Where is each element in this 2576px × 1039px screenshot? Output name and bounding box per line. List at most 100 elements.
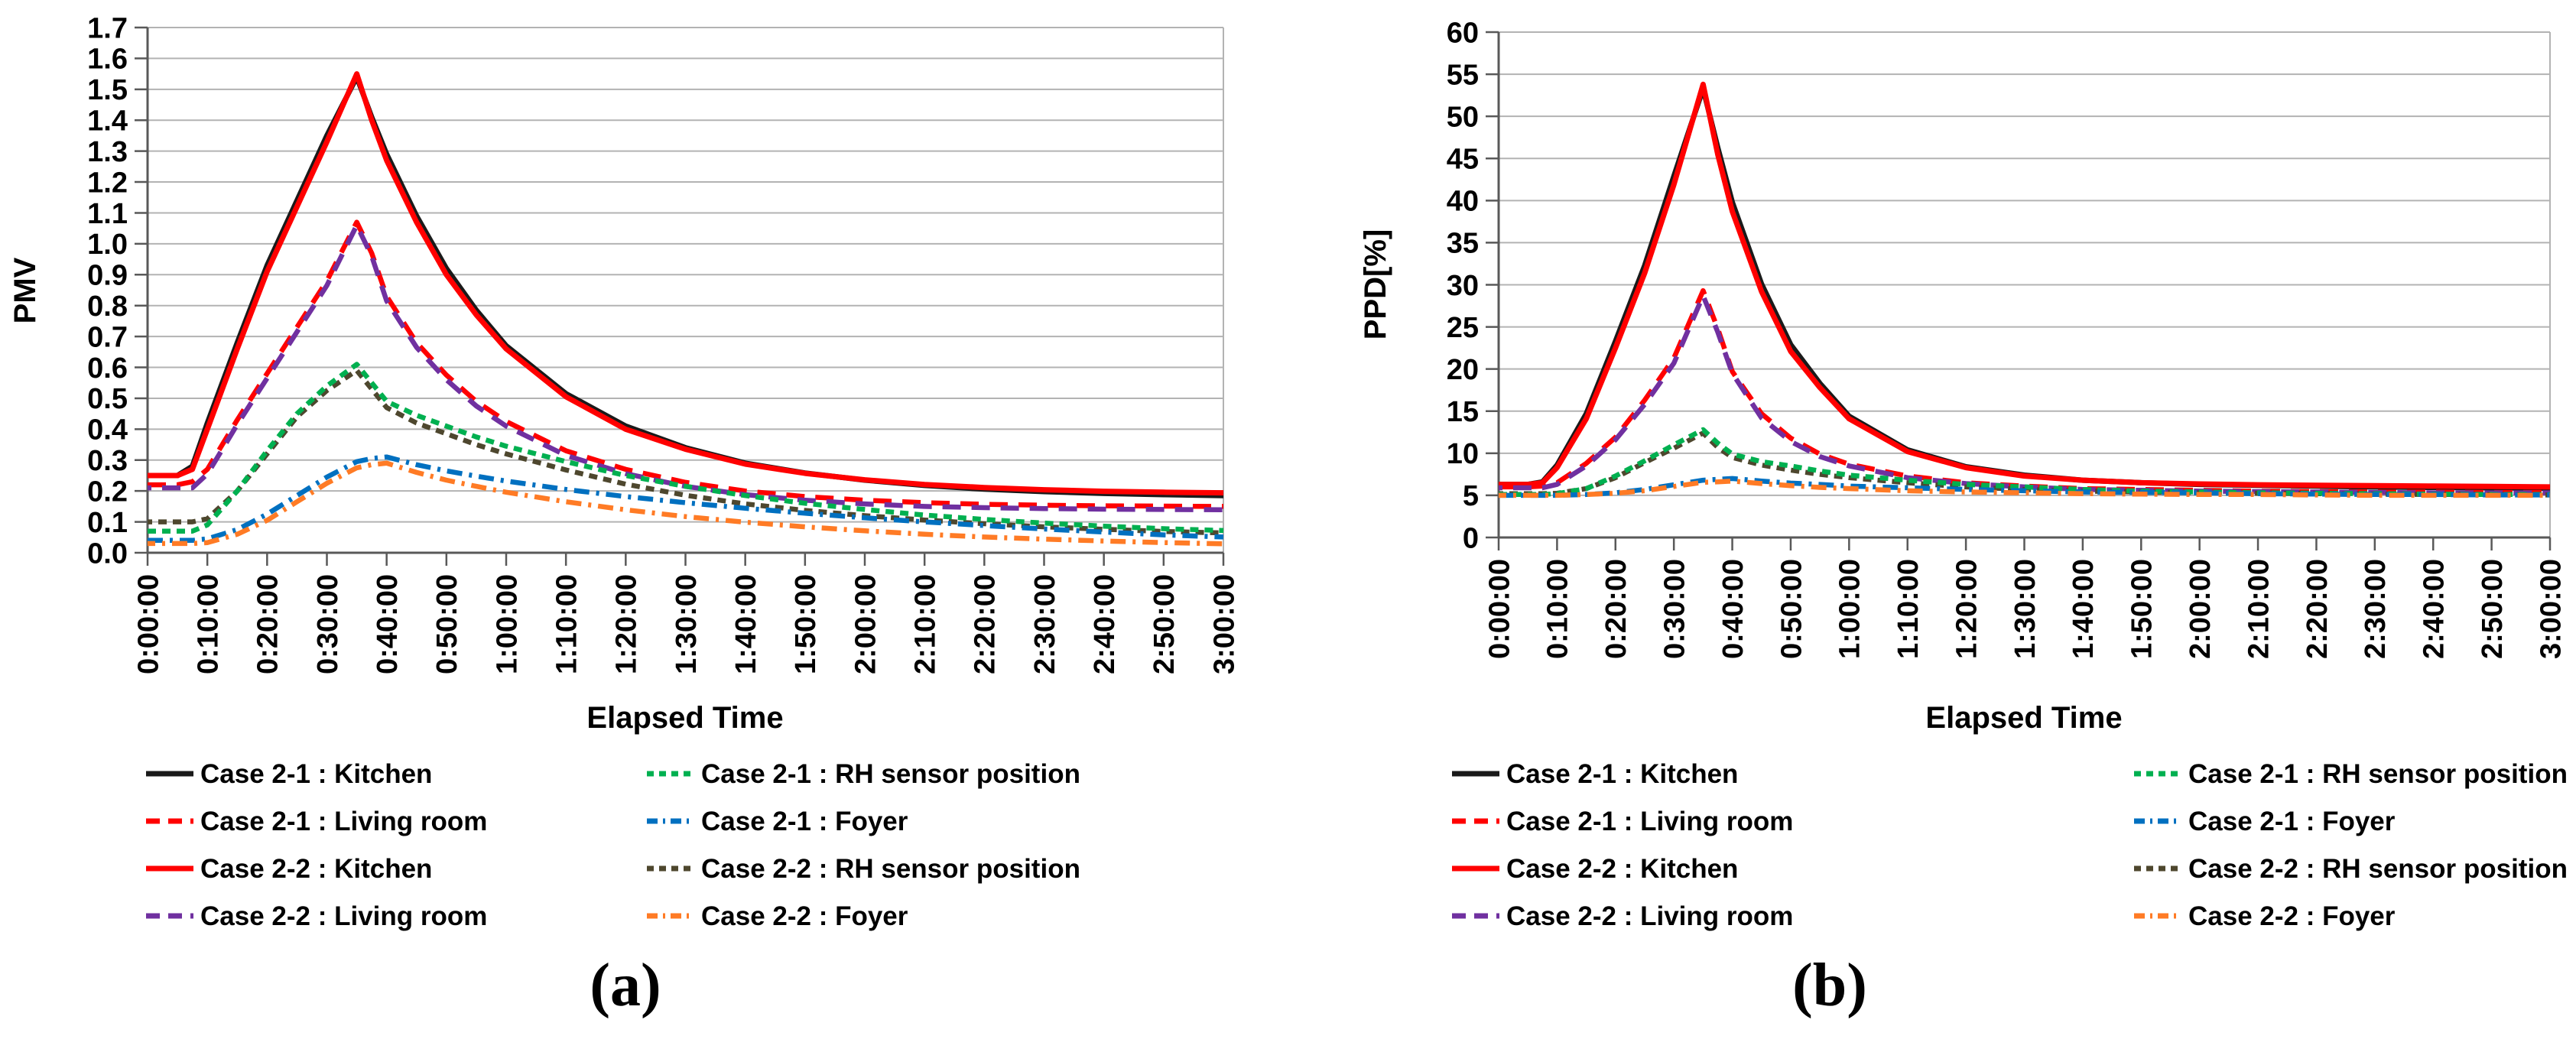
y-tick-label: 1.3 — [87, 136, 128, 168]
y-tick-label: 0.6 — [87, 352, 128, 385]
legend-swatch-case22_living — [1452, 913, 1499, 919]
legend-swatch-case22_rh — [647, 865, 694, 872]
legend-label-case21_foyer: Case 2-1 : Foyer — [701, 806, 908, 836]
legend-label-case22_living: Case 2-2 : Living room — [200, 901, 488, 931]
y-tick-label: 55 — [1447, 59, 1479, 91]
x-axis-title: Elapsed Time — [1925, 701, 2122, 735]
legend-swatch-case21_living — [146, 818, 193, 824]
x-tick-label: 2:10:00 — [909, 574, 941, 674]
legend-item-case21_rh: Case 2-1 : RH sensor position — [2133, 756, 2568, 791]
y-tick-label: 1.5 — [87, 74, 128, 106]
x-tick-label: 0:30:00 — [312, 574, 344, 674]
y-tick-label: 1.7 — [87, 12, 128, 44]
series-line-case21_living — [148, 219, 1224, 509]
series-line-case21_foyer — [148, 454, 1224, 544]
series-line-case22_living — [1499, 293, 2550, 495]
x-tick-label: 0:00:00 — [1483, 559, 1515, 659]
x-tick-label: 2:00:00 — [849, 574, 882, 674]
x-tick-label: 0:20:00 — [252, 574, 284, 674]
x-tick-label: 2:20:00 — [970, 574, 1002, 674]
x-tick-label: 2:50:00 — [2477, 559, 2509, 659]
legend-swatch-case21_rh — [2134, 771, 2181, 777]
x-tick-label: 2:30:00 — [1029, 574, 1061, 674]
legend-item-case22_foyer: Case 2-2 : Foyer — [2133, 898, 2395, 933]
legend-item-case22_rh: Case 2-2 : RH sensor position — [2133, 851, 2568, 886]
legend-label-case22_rh: Case 2-2 : RH sensor position — [701, 853, 1080, 884]
legend-swatch-case22_rh — [2134, 865, 2181, 872]
legend-swatch-case21_kitchen — [146, 771, 193, 777]
legend-label-case21_living: Case 2-1 : Living room — [200, 806, 488, 836]
series-line-case22_rh — [1499, 430, 2551, 498]
legend-swatch-case21_rh — [647, 771, 694, 777]
y-tick-label: 1.0 — [87, 229, 128, 261]
series-line-case22_foyer — [148, 460, 1224, 547]
series-line-case21_kitchen — [148, 74, 1224, 498]
legend-swatch-case21_foyer — [2134, 818, 2181, 824]
x-tick-label: 1:50:00 — [2126, 559, 2159, 659]
legend-item-case22_living: Case 2-2 : Living room — [145, 898, 487, 933]
x-tick-label: 0:00:00 — [132, 574, 164, 674]
y-tick-label: 30 — [1447, 270, 1479, 302]
legend-item-case21_living: Case 2-1 : Living room — [1451, 804, 1793, 839]
y-tick-label: 0.2 — [87, 476, 128, 508]
y-tick-label: 45 — [1447, 144, 1479, 176]
x-tick-label: 1:10:00 — [551, 574, 583, 674]
legend-swatch-case21_living — [1452, 818, 1499, 824]
y-tick-label: 1.2 — [87, 167, 128, 199]
y-tick-label: 0.0 — [87, 537, 128, 570]
x-tick-label: 2:20:00 — [2302, 559, 2334, 659]
x-tick-label: 1:40:00 — [2068, 559, 2100, 659]
series-line-case22_kitchen — [148, 71, 1224, 496]
legend-item-case21_foyer: Case 2-1 : Foyer — [646, 804, 908, 839]
legend-swatch-case21_kitchen — [1452, 771, 1499, 777]
y-tick-label: 40 — [1447, 186, 1479, 218]
series-line-case22_kitchen — [1499, 81, 2551, 490]
x-tick-label: 1:00:00 — [1834, 559, 1866, 659]
x-tick-label: 2:40:00 — [2418, 559, 2451, 659]
x-tick-label: 1:00:00 — [491, 574, 523, 674]
legend-item-case21_foyer: Case 2-1 : Foyer — [2133, 804, 2395, 839]
y-tick-label: 0.3 — [87, 445, 128, 477]
y-tick-label: 0.5 — [87, 383, 128, 415]
legend-item-case22_living: Case 2-2 : Living room — [1451, 898, 1793, 933]
y-tick-label: 0.9 — [87, 260, 128, 292]
y-tick-label: 1.6 — [87, 44, 128, 76]
y-tick-label: 50 — [1447, 101, 1479, 133]
y-tick-label: 1.4 — [87, 106, 128, 138]
x-tick-label: 3:00:00 — [1208, 574, 1240, 674]
x-tick-label: 0:40:00 — [372, 574, 404, 674]
y-tick-label: 5 — [1463, 480, 1479, 512]
legend-label-case22_rh: Case 2-2 : RH sensor position — [2188, 853, 2568, 884]
y-tick-label: 0.4 — [87, 414, 128, 446]
legend-item-case22_kitchen: Case 2-2 : Kitchen — [1451, 851, 1738, 886]
legend-swatch-case22_foyer — [647, 913, 694, 919]
y-axis-title: PMV — [8, 257, 42, 323]
legend-label-case22_kitchen: Case 2-2 : Kitchen — [1506, 853, 1739, 884]
y-tick-label: 0 — [1463, 522, 1479, 554]
y-tick-label: 25 — [1447, 312, 1479, 344]
series-line-case21_rh — [148, 362, 1224, 534]
legend-label-case22_foyer: Case 2-2 : Foyer — [701, 901, 908, 931]
x-tick-label: 0:10:00 — [1542, 559, 1574, 659]
y-tick-label: 1.1 — [87, 198, 128, 230]
x-tick-label: 1:20:00 — [611, 574, 643, 674]
legend-item-case21_living: Case 2-1 : Living room — [145, 804, 487, 839]
y-tick-label: 0.1 — [87, 507, 128, 539]
x-tick-label: 0:40:00 — [1717, 559, 1749, 659]
legend-label-case21_foyer: Case 2-1 : Foyer — [2188, 806, 2396, 836]
x-tick-label: 2:10:00 — [2243, 559, 2275, 659]
x-tick-label: 1:30:00 — [2009, 559, 2042, 659]
legend-swatch-case22_foyer — [2134, 913, 2181, 919]
x-axis-title: Elapsed Time — [586, 701, 783, 735]
legend-swatch-case22_kitchen — [146, 865, 193, 872]
x-tick-label: 0:50:00 — [431, 574, 463, 674]
x-tick-label: 0:30:00 — [1658, 559, 1691, 659]
y-tick-label: 0.7 — [87, 321, 128, 353]
legend-label-case22_foyer: Case 2-2 : Foyer — [2188, 901, 2396, 931]
legend-label-case21_rh: Case 2-1 : RH sensor position — [701, 758, 1080, 789]
x-tick-label: 3:00:00 — [2535, 559, 2567, 659]
caption-b: (b) — [1792, 952, 1867, 1019]
y-axis-title: PPD[%] — [1359, 229, 1392, 339]
x-tick-label: 0:50:00 — [1775, 559, 1808, 659]
